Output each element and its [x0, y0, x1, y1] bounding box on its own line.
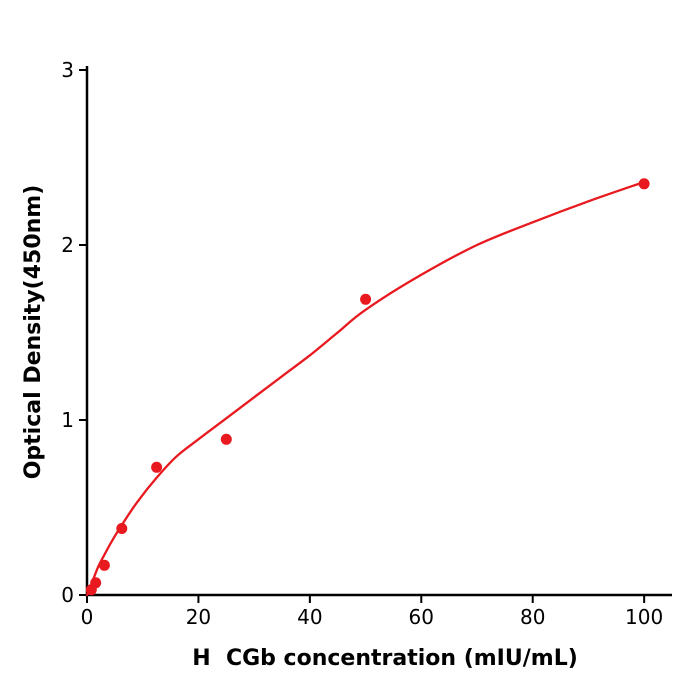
fit-curve	[85, 180, 646, 597]
x-tick-label: 100	[625, 605, 663, 629]
x-tick-label: 40	[297, 605, 322, 629]
data-point	[98, 559, 110, 571]
x-tick-label: 60	[409, 605, 434, 629]
data-point	[151, 461, 163, 473]
data-point	[116, 523, 128, 534]
y-tick-label: 2	[61, 233, 74, 257]
plot-area: 0 20 40 60 80 100 0 1 2 3	[61, 58, 672, 629]
x-tick-label: 0	[81, 605, 94, 629]
y-tick-label: 1	[61, 408, 74, 432]
y-axis-label: Optical Density(450nm)	[21, 185, 46, 480]
y-tick-label: 0	[61, 583, 74, 607]
data-point	[220, 433, 232, 445]
x-tick-label: 20	[186, 605, 211, 629]
x-axis-label: H CGb concentration (mIU/mL)	[192, 646, 578, 671]
data-point	[90, 577, 102, 589]
data-point	[360, 293, 372, 305]
data-point	[638, 178, 650, 190]
y-tick-label: 3	[61, 58, 74, 82]
x-tick-label: 80	[520, 605, 545, 629]
